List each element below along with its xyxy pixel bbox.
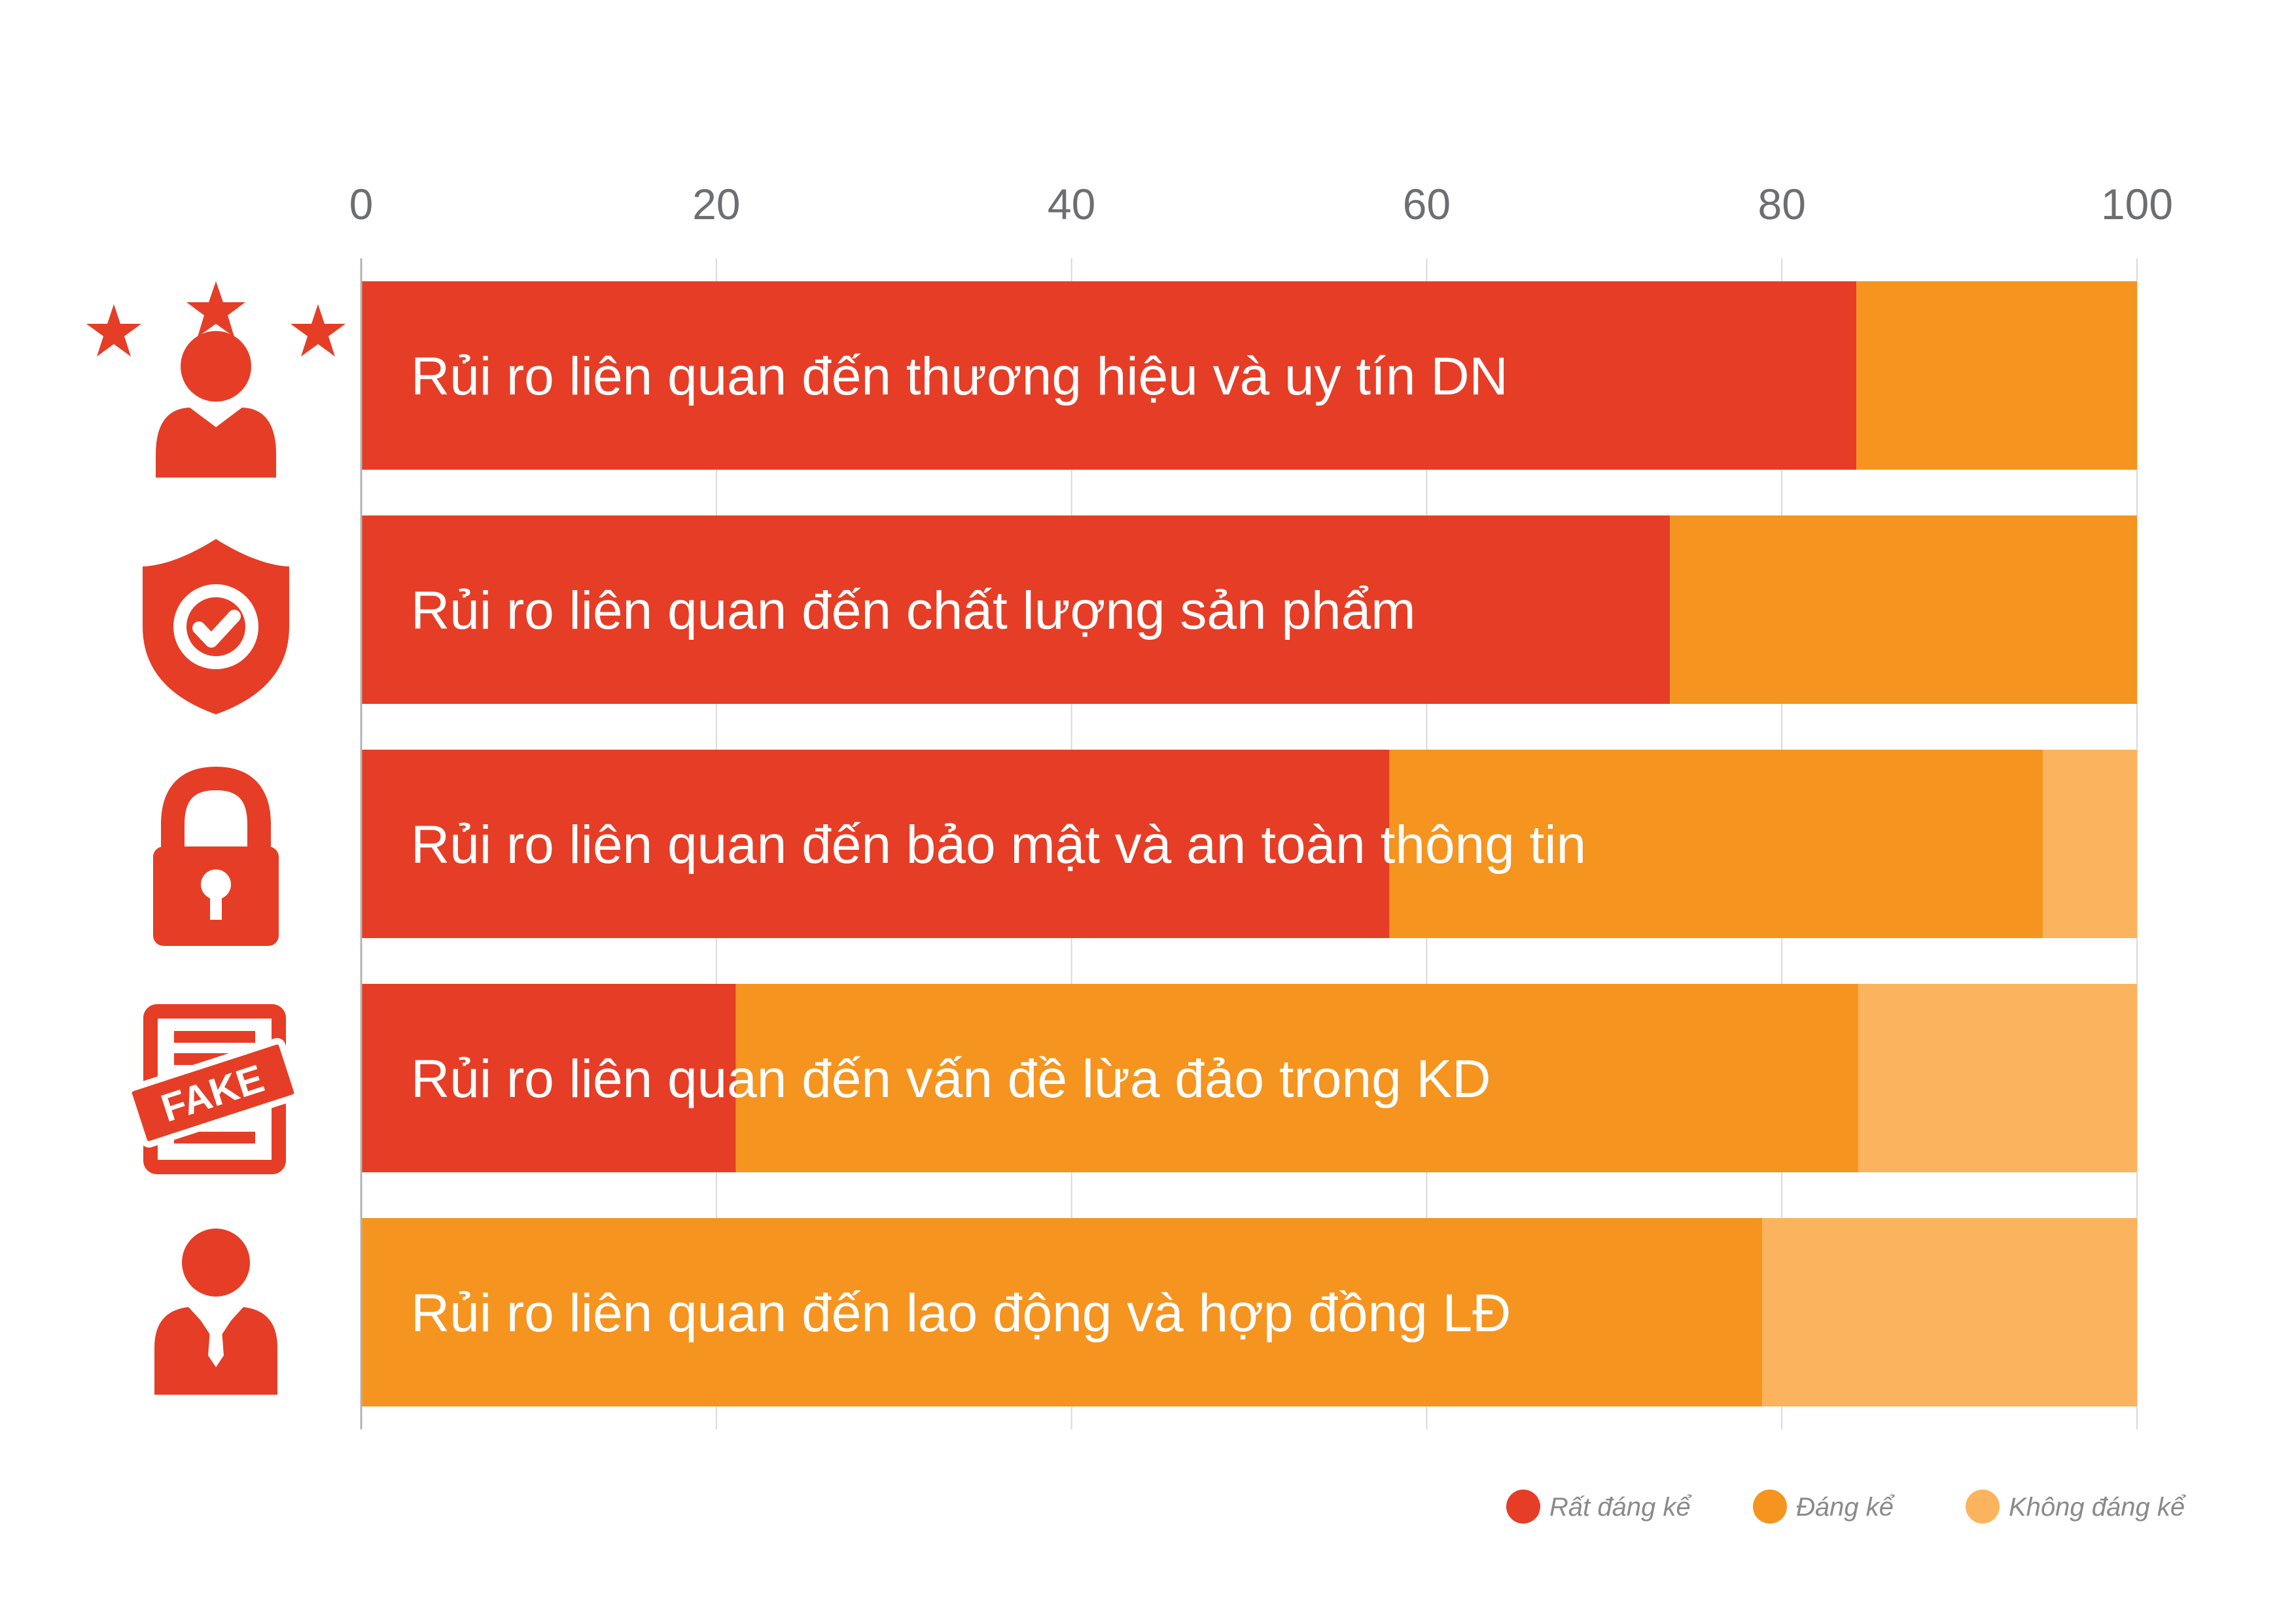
x-tick-label-80: 80 — [1757, 180, 1805, 228]
x-tick-label-60: 60 — [1403, 180, 1451, 228]
bar-label-2: Rủi ro liên quan đến bảo mật và an toàn … — [411, 815, 1586, 875]
keyhole-top — [201, 869, 231, 899]
legend-swatch-0 — [1506, 1490, 1540, 1524]
x-tick-label-20: 20 — [692, 180, 740, 228]
legend: Rất đáng kể Đáng kể Không đáng kể — [1506, 1490, 2186, 1524]
person-body — [156, 408, 276, 478]
padlock-shackle — [161, 766, 271, 856]
x-tick-label-100: 100 — [2101, 180, 2173, 228]
bar-segment-0-0 — [361, 281, 1857, 470]
businessman-head — [182, 1229, 250, 1297]
bar-label-3: Rủi ro liên quan đến vấn đề lừa đảo tron… — [411, 1049, 1491, 1109]
x-tick-label-40: 40 — [1048, 180, 1095, 228]
legend-label-0: Rất đáng kể — [1549, 1493, 1691, 1522]
legend-swatch-2 — [1966, 1490, 2000, 1524]
star-left — [86, 304, 141, 357]
bar-segment-2-0 — [361, 750, 1390, 938]
bar-segment-4-2 — [1762, 1218, 2137, 1406]
x-tick-label-0: 0 — [349, 180, 374, 228]
bar-segment-4-1 — [361, 1218, 1763, 1406]
businessman-icon — [154, 1229, 277, 1395]
three-stars-person-icon — [86, 281, 345, 478]
star-middle — [186, 281, 245, 337]
legend-label-1: Đáng kể — [1796, 1493, 1895, 1522]
keyhole-slot — [210, 888, 222, 920]
bar-labels: Rủi ro liên quan đến thương hiệu và uy t… — [411, 347, 1586, 1343]
bar-segment-1-0 — [361, 515, 1670, 704]
person-head — [181, 331, 251, 402]
legend-swatch-1 — [1753, 1490, 1787, 1524]
x-axis-tick-labels: 0 20 40 60 80 100 — [349, 180, 2173, 228]
shield-check-icon — [143, 539, 289, 714]
check-mark — [192, 610, 241, 648]
legend-label-2: Không đáng kể — [2009, 1493, 2186, 1522]
bar-segment-3-2 — [1858, 984, 2137, 1172]
bar-segment-1-1 — [1670, 515, 2137, 704]
bar-label-0: Rủi ro liên quan đến thương hiệu và uy t… — [411, 347, 1508, 406]
padlock-icon — [153, 766, 279, 946]
businessman-tie — [208, 1321, 224, 1367]
bar-segment-3-0 — [361, 984, 736, 1172]
bar-segment-2-1 — [1389, 750, 2043, 938]
fake-document-icon: FAKE — [125, 1004, 301, 1174]
bars — [361, 281, 2137, 1406]
bar-label-1: Rủi ro liên quan đến chất lượng sản phẩm — [411, 581, 1416, 640]
bar-segment-3-1 — [735, 984, 1858, 1172]
bar-segment-2-2 — [2043, 750, 2137, 938]
check-circle — [173, 584, 258, 669]
star-right — [291, 304, 345, 357]
fake-stamp — [125, 1038, 301, 1148]
bar-segment-0-1 — [1856, 281, 2137, 470]
bar-label-4: Rủi ro liên quan đến lao động và hợp đồn… — [411, 1283, 1511, 1343]
